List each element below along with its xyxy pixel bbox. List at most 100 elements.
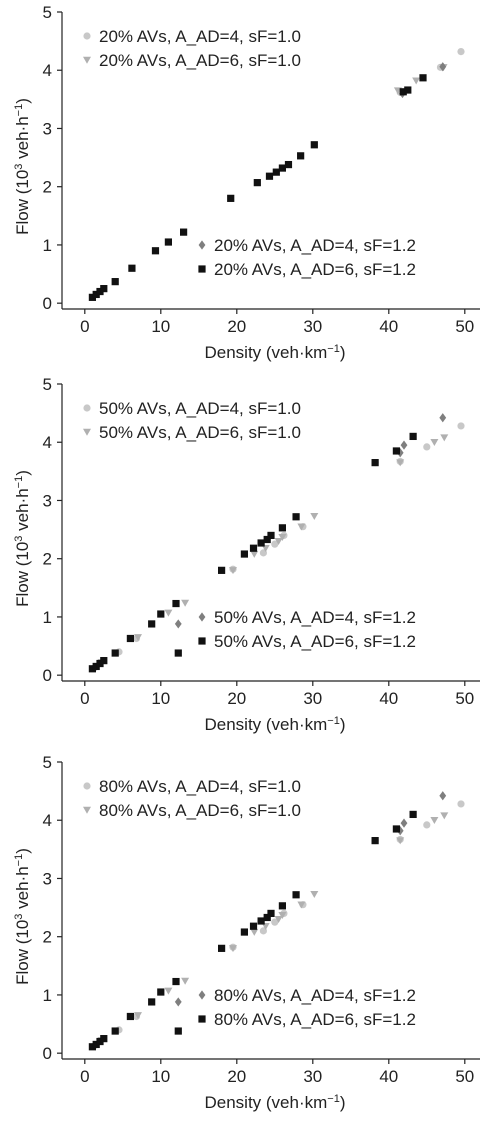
data-point bbox=[174, 649, 182, 657]
data-point bbox=[263, 913, 271, 922]
data-point bbox=[96, 1037, 104, 1046]
data-point bbox=[261, 923, 270, 931]
y-tick-label: 4 bbox=[43, 811, 52, 830]
legend-marker bbox=[198, 990, 206, 1000]
data-point bbox=[229, 945, 237, 953]
data-point bbox=[371, 837, 379, 845]
data-point bbox=[111, 278, 119, 286]
data-point bbox=[430, 439, 439, 447]
legend-marker bbox=[198, 240, 206, 250]
data-point bbox=[310, 141, 318, 149]
y-axis-label: Flow (103 veh·h−1) bbox=[13, 470, 32, 607]
legend-marker bbox=[83, 56, 91, 64]
legend-entry-2: 20% AVs, A_AD=6, sF=1.0 bbox=[83, 51, 301, 70]
x-axis-label: Density (veh·km−1) bbox=[204, 1093, 345, 1112]
data-point bbox=[229, 567, 237, 575]
data-point bbox=[181, 599, 190, 607]
data-point bbox=[396, 837, 405, 845]
legend-entry-2: 50% AVs, A_AD=6, sF=1.0 bbox=[83, 423, 301, 442]
data-point bbox=[284, 160, 293, 169]
data-point bbox=[96, 659, 104, 668]
x-axis-label: Density (veh·km−1) bbox=[204, 715, 345, 734]
x-tick-label: 50 bbox=[455, 689, 474, 708]
data-point bbox=[250, 550, 259, 558]
data-point bbox=[164, 238, 172, 246]
data-point bbox=[278, 524, 286, 532]
data-point bbox=[249, 544, 258, 552]
x-tick-label: 30 bbox=[303, 317, 322, 336]
data-point bbox=[412, 77, 421, 85]
data-point bbox=[278, 533, 287, 541]
data-point bbox=[148, 998, 156, 1006]
data-point bbox=[297, 523, 306, 531]
x-tick-label: 20 bbox=[227, 689, 246, 708]
series-3 bbox=[174, 413, 447, 629]
data-point bbox=[457, 422, 465, 430]
data-point bbox=[409, 432, 417, 441]
data-point bbox=[100, 1035, 108, 1043]
data-point bbox=[261, 545, 270, 553]
x-tick-label: 30 bbox=[303, 1067, 322, 1086]
legend-label: 80% AVs, A_AD=4, sF=1.2 bbox=[214, 986, 416, 1005]
y-tick-label: 3 bbox=[43, 491, 52, 510]
y-tick-label: 4 bbox=[43, 433, 52, 452]
series-2 bbox=[97, 434, 449, 667]
data-point bbox=[310, 512, 319, 520]
data-point bbox=[419, 74, 427, 82]
data-point bbox=[457, 48, 465, 56]
data-point bbox=[371, 459, 379, 467]
data-point bbox=[128, 264, 136, 272]
x-tick-label: 40 bbox=[379, 1067, 398, 1086]
legend-label: 80% AVs, A_AD=4, sF=1.0 bbox=[99, 777, 301, 796]
data-point bbox=[180, 228, 188, 236]
y-tick-label: 0 bbox=[43, 666, 52, 685]
data-point bbox=[310, 890, 319, 898]
data-point bbox=[404, 86, 412, 94]
data-point bbox=[440, 434, 449, 442]
x-tick-label: 40 bbox=[379, 689, 398, 708]
x-tick-label: 40 bbox=[379, 317, 398, 336]
data-point bbox=[272, 168, 280, 176]
x-tick-label: 0 bbox=[80, 317, 89, 336]
data-point bbox=[151, 247, 160, 255]
data-point bbox=[92, 290, 100, 299]
x-tick-label: 30 bbox=[303, 689, 322, 708]
scatter-panel-2: 0 10 20 30 40 50 0 1 2 3 4 5 Density (veh·km−1) Flow … bbox=[13, 375, 480, 734]
data-point bbox=[278, 164, 286, 172]
data-point bbox=[172, 977, 180, 986]
data-point bbox=[278, 911, 287, 919]
data-point bbox=[423, 821, 431, 829]
series-4 bbox=[88, 810, 417, 1051]
data-point bbox=[253, 179, 261, 187]
y-axis-label: Flow (103 veh·h−1) bbox=[13, 848, 32, 985]
data-point bbox=[157, 988, 165, 996]
data-point bbox=[174, 1027, 182, 1035]
legend-entry-1: 50% AVs, A_AD=4, sF=1.0 bbox=[83, 399, 301, 418]
data-point bbox=[227, 194, 235, 202]
data-point bbox=[148, 620, 156, 628]
y-tick-label: 4 bbox=[43, 61, 52, 80]
y-tick-label: 3 bbox=[43, 869, 52, 888]
data-point bbox=[392, 447, 400, 455]
scatter-panel-3: 0 10 20 30 40 50 0 1 2 3 4 5 Density (veh·km−1) Flow … bbox=[13, 753, 480, 1112]
y-tick-label: 5 bbox=[43, 3, 52, 22]
data-point bbox=[134, 1012, 142, 1020]
x-tick-label: 10 bbox=[151, 317, 170, 336]
data-point bbox=[250, 928, 259, 936]
data-point bbox=[430, 817, 439, 825]
data-point bbox=[274, 916, 283, 924]
data-point bbox=[240, 928, 248, 936]
data-point bbox=[257, 917, 265, 925]
legend-marker bbox=[83, 32, 91, 40]
legend-marker bbox=[198, 612, 206, 622]
data-point bbox=[218, 944, 226, 952]
y-tick-label: 2 bbox=[43, 550, 52, 569]
data-point bbox=[257, 539, 265, 547]
data-point bbox=[240, 550, 248, 558]
x-tick-label: 20 bbox=[227, 317, 246, 336]
data-point bbox=[440, 812, 449, 820]
data-point bbox=[88, 665, 96, 673]
y-tick-label: 0 bbox=[43, 1044, 52, 1063]
data-point bbox=[409, 810, 417, 819]
data-point bbox=[297, 152, 305, 160]
